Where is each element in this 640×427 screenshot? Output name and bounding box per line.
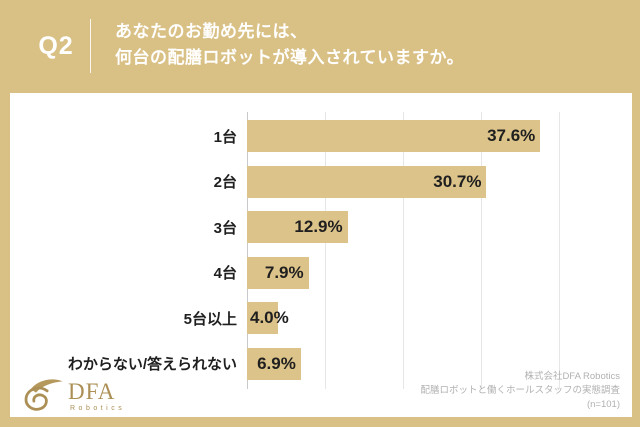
- chart-row-1: 1台 37.6%: [10, 120, 632, 165]
- chart-row-2: 2台 30.7%: [10, 165, 632, 211]
- logo-swoosh-icon: [24, 379, 63, 411]
- value-label: 30.7%: [433, 171, 482, 191]
- question-header: Q2 あなたのお勤め先には、 何台の配膳ロボットが導入されていますか。: [0, 0, 640, 93]
- header-divider: [90, 19, 91, 73]
- category-label: 1台: [213, 128, 237, 146]
- source-sample-size: (n=101): [586, 399, 620, 410]
- category-label: 4台: [213, 265, 237, 282]
- chart-row-3: 3台 12.9%: [10, 211, 632, 256]
- question-title-line1: あなたのお勤め先には、: [115, 22, 308, 41]
- category-label: 3台: [213, 219, 237, 237]
- chart-row-4: 4台 7.9%: [10, 256, 632, 302]
- dfa-robotics-logo: DFA Robotics: [20, 378, 125, 414]
- gridline-20pct: [403, 112, 404, 389]
- value-label: 37.6%: [487, 126, 536, 145]
- bar-2: 30.7%: [247, 165, 487, 198]
- bar-6: 6.9%: [247, 347, 301, 380]
- bar-3: 12.9%: [247, 211, 348, 243]
- value-label: 6.9%: [257, 353, 296, 373]
- value-label: 4.0%: [250, 308, 289, 327]
- bar-chart: 1台 37.6% 2台 30.7% 3台 12.9% 4台 7.9% 5台以上 4.0% わからない…: [10, 112, 632, 389]
- logo-sub-text: Robotics: [70, 404, 126, 412]
- question-number: Q2: [38, 32, 74, 60]
- gridline-10pct: [325, 112, 326, 389]
- chart-row-6: わからない/答えられない 6.9%: [10, 347, 632, 393]
- bar-4: 7.9%: [247, 256, 309, 289]
- bar-1: 37.6%: [247, 120, 541, 152]
- category-label: わからない/答えられない: [67, 356, 237, 373]
- gridline-40pct: [559, 112, 560, 389]
- source-company: 株式会社DFA Robotics: [524, 371, 620, 382]
- chart-panel: 1台 37.6% 2台 30.7% 3台 12.9% 4台 7.9% 5台以上 4.0% わからない…: [10, 93, 632, 417]
- source-attribution: 株式会社DFA Robotics 配膳ロボットと働くホールスタッフの実態調査 (…: [420, 370, 620, 412]
- bar-5: 4.0%: [247, 302, 289, 334]
- chart-row-5: 5台以上 4.0%: [10, 302, 632, 347]
- category-label: 2台: [213, 174, 237, 191]
- question-title-line2: 何台の配膳ロボットが導入されていますか。: [115, 48, 465, 67]
- value-label: 7.9%: [264, 262, 304, 282]
- source-survey-name: 配膳ロボットと働くホールスタッフの実態調査: [420, 385, 620, 396]
- category-label: 5台以上: [183, 310, 237, 328]
- gridline-30pct: [481, 112, 482, 389]
- logo-main-text: DFA: [68, 378, 116, 404]
- chart-gridlines: [247, 112, 632, 389]
- question-title: あなたのお勤め先には、 何台の配膳ロボットが導入されていますか。: [115, 19, 464, 71]
- y-axis-line: [247, 112, 248, 389]
- value-label: 12.9%: [294, 217, 343, 236]
- logo-text: DFA Robotics: [68, 378, 126, 412]
